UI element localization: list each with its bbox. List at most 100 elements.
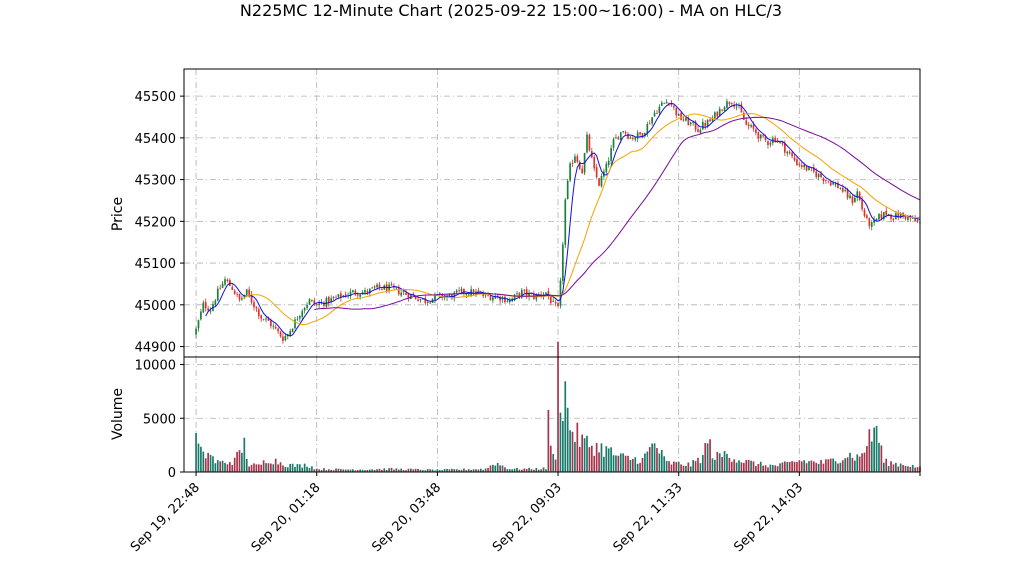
candle-body bbox=[660, 102, 663, 106]
candle-body bbox=[395, 287, 398, 289]
ma-line-5 bbox=[205, 102, 921, 337]
candle-body bbox=[854, 197, 856, 203]
volume-bar bbox=[704, 442, 707, 472]
volume-bar bbox=[644, 453, 646, 472]
volume-bar bbox=[453, 469, 456, 472]
volume-bar bbox=[800, 461, 803, 472]
volume-bar bbox=[214, 463, 217, 472]
candle-body bbox=[530, 293, 533, 295]
volume-bar bbox=[624, 455, 627, 472]
volume-bar bbox=[658, 453, 661, 472]
volume-bar bbox=[574, 441, 576, 472]
candle-body bbox=[330, 298, 333, 302]
candle-body bbox=[366, 290, 369, 293]
candle-body bbox=[776, 140, 779, 142]
candle-body bbox=[571, 163, 574, 164]
volume-bar bbox=[670, 464, 673, 472]
volume-bar bbox=[197, 443, 200, 472]
volume-bar bbox=[781, 462, 784, 472]
candle-body bbox=[624, 132, 627, 134]
volume-bar bbox=[803, 460, 806, 472]
price-tick-label: 45400 bbox=[135, 132, 176, 147]
candle-body bbox=[914, 218, 917, 222]
volume-bar bbox=[356, 470, 359, 472]
candle-body bbox=[332, 297, 335, 298]
volume-bar bbox=[274, 458, 277, 472]
volume-bar bbox=[368, 469, 371, 472]
volume-bar bbox=[376, 469, 378, 472]
volume-bar bbox=[327, 469, 330, 472]
volume-bar bbox=[465, 470, 468, 472]
candle-body bbox=[721, 109, 723, 111]
candle-body bbox=[477, 290, 480, 293]
candle-body bbox=[897, 213, 900, 218]
candle-body bbox=[907, 215, 909, 220]
candle-body bbox=[344, 294, 347, 297]
candle-body bbox=[467, 294, 470, 296]
candle-body bbox=[209, 310, 212, 312]
volume-bar bbox=[699, 463, 702, 472]
candle-body bbox=[274, 326, 277, 329]
candle-body bbox=[422, 298, 424, 300]
candle-body bbox=[730, 103, 733, 104]
volume-bar bbox=[429, 469, 431, 472]
volume-bar bbox=[808, 461, 810, 472]
candle-body bbox=[562, 244, 564, 281]
volume-bar bbox=[590, 445, 593, 472]
candle-body bbox=[779, 142, 781, 143]
volume-bar bbox=[858, 456, 861, 472]
candle-body bbox=[458, 290, 460, 292]
volume-bar bbox=[839, 462, 842, 472]
volume-bar bbox=[489, 465, 492, 472]
volume-bar bbox=[422, 470, 424, 472]
candle-body bbox=[566, 180, 569, 199]
volume-bar bbox=[755, 466, 757, 472]
volume-bar bbox=[796, 462, 798, 472]
volume-bar bbox=[477, 469, 480, 472]
volume-bar bbox=[718, 453, 721, 472]
candle-body bbox=[844, 189, 847, 191]
candle-body bbox=[726, 101, 728, 108]
volume-bar bbox=[260, 464, 263, 472]
candle-body bbox=[402, 291, 405, 293]
volume-bar bbox=[762, 465, 764, 472]
volume-bar bbox=[414, 468, 417, 472]
volume-bar bbox=[784, 461, 786, 472]
candle-body bbox=[873, 219, 875, 223]
volume-bar bbox=[388, 468, 390, 472]
volume-bar bbox=[856, 454, 859, 472]
volume-bar bbox=[417, 468, 419, 472]
volume-bar bbox=[571, 431, 574, 472]
volume-bar bbox=[267, 463, 270, 472]
candle-body bbox=[245, 289, 248, 295]
candle-body bbox=[482, 294, 485, 297]
candle-body bbox=[692, 121, 695, 123]
volume-panel-frame bbox=[183, 356, 921, 473]
volume-bar bbox=[742, 462, 745, 472]
volume-bar bbox=[325, 470, 328, 472]
candle-body bbox=[405, 292, 407, 295]
ma-line-20 bbox=[241, 113, 921, 325]
candle-body bbox=[518, 292, 521, 297]
volume-bar bbox=[354, 470, 357, 472]
candle-body bbox=[817, 173, 820, 178]
volume-bar bbox=[207, 452, 209, 472]
candle-body bbox=[665, 101, 668, 104]
volume-bar bbox=[344, 469, 347, 472]
volume-bar bbox=[513, 468, 516, 472]
volume-bar bbox=[740, 462, 743, 472]
volume-bar bbox=[296, 464, 299, 472]
candle-body bbox=[284, 335, 287, 341]
candle-body bbox=[354, 290, 357, 295]
candle-body bbox=[615, 137, 617, 139]
candle-body bbox=[685, 117, 687, 121]
candle-body bbox=[523, 289, 526, 291]
volume-bar bbox=[692, 460, 695, 472]
volume-bar bbox=[812, 461, 815, 472]
candle-body bbox=[298, 316, 301, 319]
price-panel-frame bbox=[183, 68, 921, 358]
candle-body bbox=[400, 292, 403, 296]
volume-bar bbox=[272, 464, 275, 472]
candle-body bbox=[453, 292, 456, 299]
candle-body bbox=[622, 131, 625, 133]
